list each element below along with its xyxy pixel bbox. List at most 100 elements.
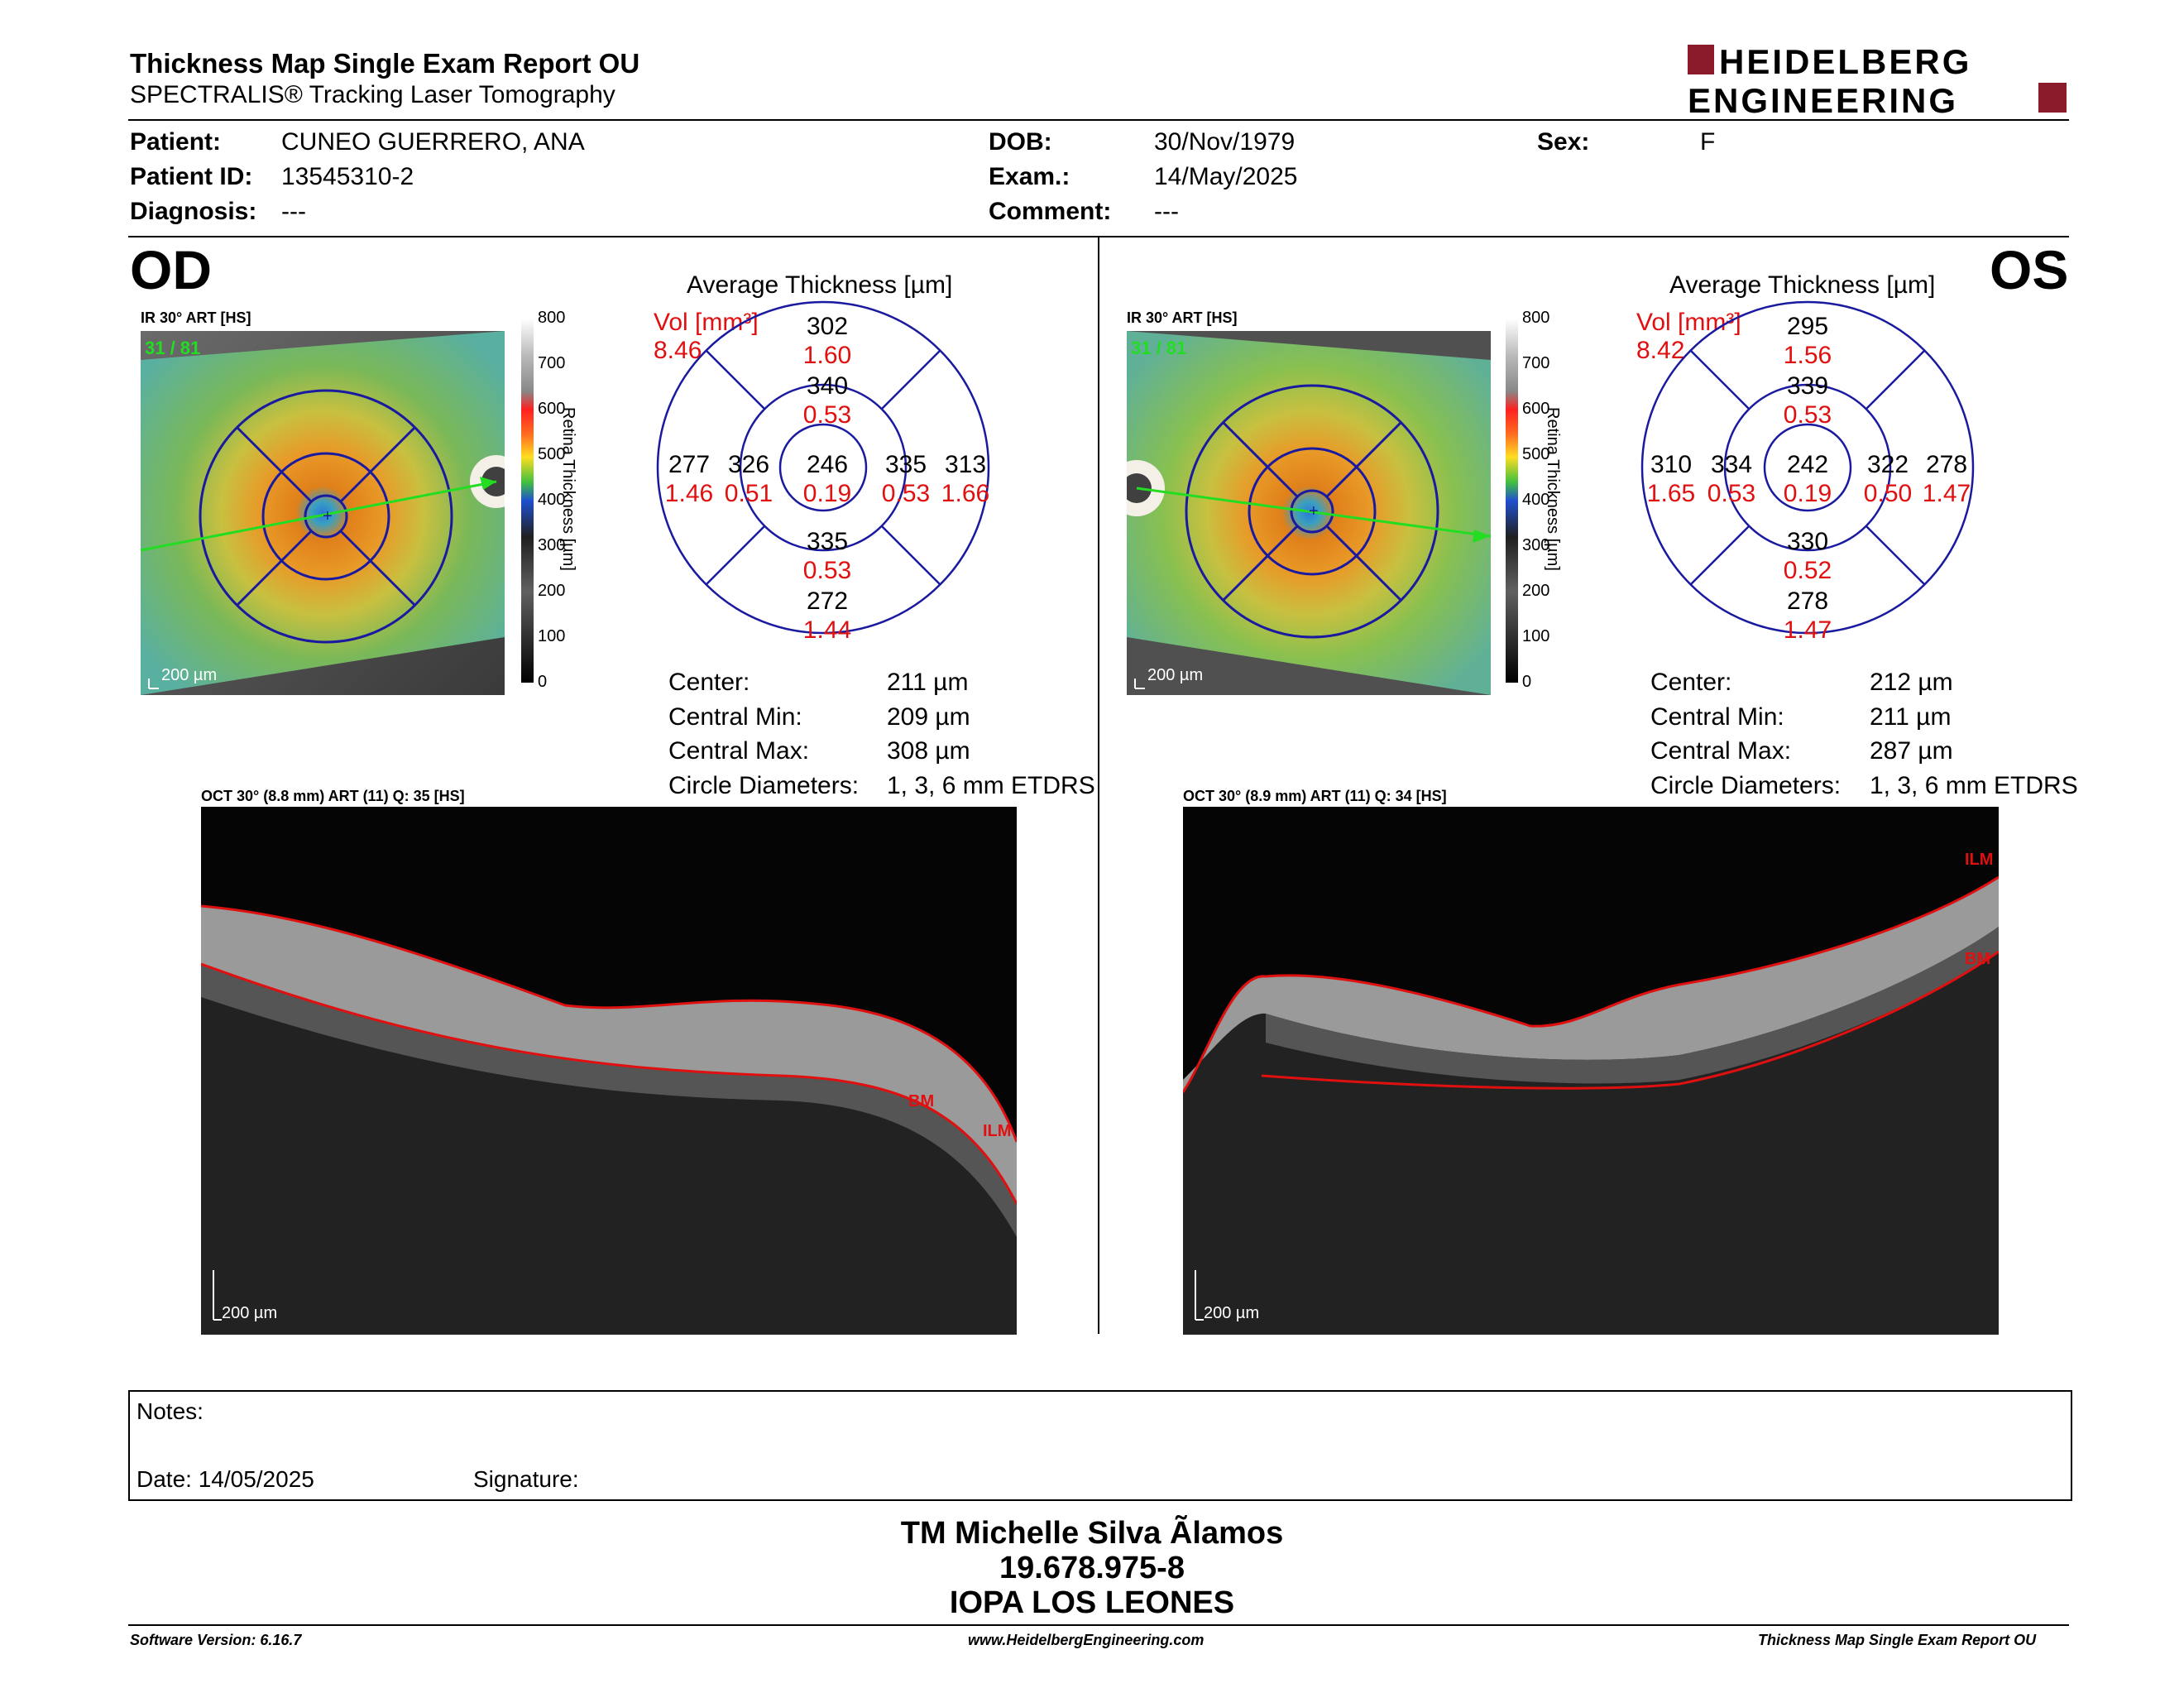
os-inf-inner-volume: 0.52	[1783, 557, 1832, 584]
exam-label: Exam.:	[989, 163, 1070, 190]
os-sup-inner-thickness: 339	[1786, 372, 1829, 400]
footer-divider	[128, 1624, 2069, 1626]
os-temp-inner-volume: 0.53	[1707, 480, 1756, 507]
od-sup-inner-volume: 0.53	[802, 401, 852, 429]
od-circle-value: 1, 3, 6 mm ETDRS	[887, 772, 1095, 799]
od-oct-scale: 200 µm	[222, 1304, 277, 1322]
od-min-label: Central Min:	[668, 703, 802, 731]
od-scale-label: 200 µm	[161, 666, 217, 684]
os-nas-outer-volume: 1.47	[1922, 480, 1971, 507]
comment-label: Comment:	[989, 198, 1112, 225]
od-eye-label: OD	[130, 239, 212, 300]
os-center-thickness: 242	[1786, 451, 1829, 478]
dob-value: 30/Nov/1979	[1154, 128, 1296, 156]
diagnosis-value: ---	[281, 198, 306, 225]
od-art-count: 31 / 81	[145, 338, 200, 358]
patient-id-value: 13545310-2	[281, 163, 414, 190]
sex-label: Sex:	[1537, 128, 1590, 156]
od-center-thickness: 246	[806, 451, 849, 478]
od-inf-outer-thickness: 272	[806, 587, 849, 615]
os-sup-inner-volume: 0.53	[1783, 401, 1832, 429]
os-etdrs-grid	[1640, 300, 1975, 635]
os-temp-inner-thickness: 334	[1710, 451, 1753, 478]
os-inf-inner-thickness: 330	[1786, 528, 1829, 555]
od-vol-label: Vol [mm³]	[654, 309, 759, 336]
info-divider	[128, 236, 2069, 237]
eye-divider	[1098, 237, 1099, 1334]
os-circle-label: Circle Diameters:	[1650, 772, 1842, 799]
od-inf-inner-thickness: 335	[806, 528, 849, 555]
os-colorbar-title: Retina Thickness [µm]	[1544, 407, 1562, 571]
od-temp-outer-thickness: 277	[668, 451, 711, 478]
notes-box[interactable]: Notes: Date: 14/05/2025 Signature:	[128, 1390, 2072, 1501]
signer-rut: 19.678.975-8	[999, 1551, 1185, 1585]
od-inf-inner-volume: 0.53	[802, 557, 852, 584]
od-sup-outer-thickness: 302	[806, 313, 849, 340]
os-max-value: 287 µm	[1870, 737, 1953, 765]
signature-label: Signature:	[473, 1466, 579, 1492]
os-oct-scale: 200 µm	[1204, 1304, 1259, 1322]
od-circle-label: Circle Diameters:	[668, 772, 860, 799]
od-nas-outer-volume: 1.66	[941, 480, 990, 507]
logo-line1: HEIDELBERG	[1719, 43, 1971, 81]
date-label: Date: 14/05/2025	[136, 1466, 314, 1492]
comment-value: ---	[1154, 198, 1179, 225]
od-nas-outer-thickness: 313	[944, 451, 987, 478]
os-max-label: Central Max:	[1650, 737, 1792, 765]
od-temp-inner-thickness: 326	[727, 451, 770, 478]
od-temp-outer-volume: 1.46	[664, 480, 714, 507]
os-scale-label: 200 µm	[1147, 666, 1203, 684]
report-subtitle: SPECTRALIS® Tracking Laser Tomography	[130, 81, 615, 108]
os-sup-outer-volume: 1.56	[1783, 342, 1832, 369]
os-nas-inner-thickness: 322	[1866, 451, 1909, 478]
patient-label: Patient:	[130, 128, 222, 156]
od-min-value: 209 µm	[887, 703, 970, 731]
od-nas-inner-thickness: 335	[884, 451, 927, 478]
os-temp-outer-volume: 1.65	[1646, 480, 1696, 507]
exam-value: 14/May/2025	[1154, 163, 1298, 190]
od-center-value: 211 µm	[887, 669, 969, 696]
os-inf-outer-volume: 1.47	[1783, 616, 1832, 644]
software-version: Software Version: 6.16.7	[130, 1632, 302, 1648]
os-inf-outer-thickness: 278	[1786, 587, 1829, 615]
signer-place: IOPA LOS LEONES	[949, 1585, 1235, 1620]
od-inf-outer-volume: 1.44	[802, 616, 852, 644]
od-vol-value: 8.46	[654, 337, 702, 364]
os-art-count: 31 / 81	[1131, 338, 1186, 358]
od-ir-label: IR 30° ART [HS]	[141, 309, 251, 326]
os-eye-label: OS	[1990, 239, 2069, 300]
os-bm-label: BM	[1965, 950, 1990, 968]
od-colorbar-title: Retina Thickness [µm]	[559, 407, 577, 571]
heidelberg-logo: HEIDELBERG ENGINEERING	[1688, 43, 2067, 117]
od-center-label: Center:	[668, 669, 750, 696]
os-center-value: 212 µm	[1870, 669, 1953, 696]
os-colorbar	[1506, 319, 1518, 683]
os-avg-title: Average Thickness [µm]	[1669, 271, 1936, 299]
od-ilm-label: ILM	[983, 1122, 1011, 1140]
svg-text:+: +	[1309, 502, 1319, 520]
od-temp-inner-volume: 0.51	[724, 480, 774, 507]
report-title: Thickness Map Single Exam Report OU	[130, 48, 640, 79]
os-vol-value: 8.42	[1636, 337, 1685, 364]
logo-line2: ENGINEERING	[1688, 81, 1958, 117]
diagnosis-label: Diagnosis:	[130, 198, 257, 225]
os-oct-scan: ILM BM 200 µm	[1181, 807, 2000, 1335]
os-ilm-label: ILM	[1965, 851, 1993, 869]
os-nas-inner-volume: 0.50	[1863, 480, 1913, 507]
od-oct-scan: BM ILM 200 µm	[200, 807, 1018, 1335]
os-circle-value: 1, 3, 6 mm ETDRS	[1870, 772, 2078, 799]
website-link[interactable]: www.HeidelbergEngineering.com	[968, 1632, 1205, 1648]
os-sup-outer-thickness: 295	[1786, 313, 1829, 340]
od-fundus-map: + 31 / 81 200 µm	[141, 331, 505, 695]
footer-report-name: Thickness Map Single Exam Report OU	[1758, 1632, 2037, 1648]
od-colorbar	[521, 319, 534, 683]
od-oct-label: OCT 30° (8.8 mm) ART (11) Q: 35 [HS]	[201, 788, 465, 804]
od-bm-label: BM	[908, 1092, 934, 1110]
os-oct-label: OCT 30° (8.9 mm) ART (11) Q: 34 [HS]	[1183, 788, 1447, 804]
patient-name: CUNEO GUERRERO, ANA	[281, 128, 585, 156]
os-min-value: 211 µm	[1870, 703, 1952, 731]
os-temp-outer-thickness: 310	[1650, 451, 1693, 478]
header-divider	[128, 119, 2069, 121]
os-nas-outer-thickness: 278	[1925, 451, 1968, 478]
os-min-label: Central Min:	[1650, 703, 1784, 731]
